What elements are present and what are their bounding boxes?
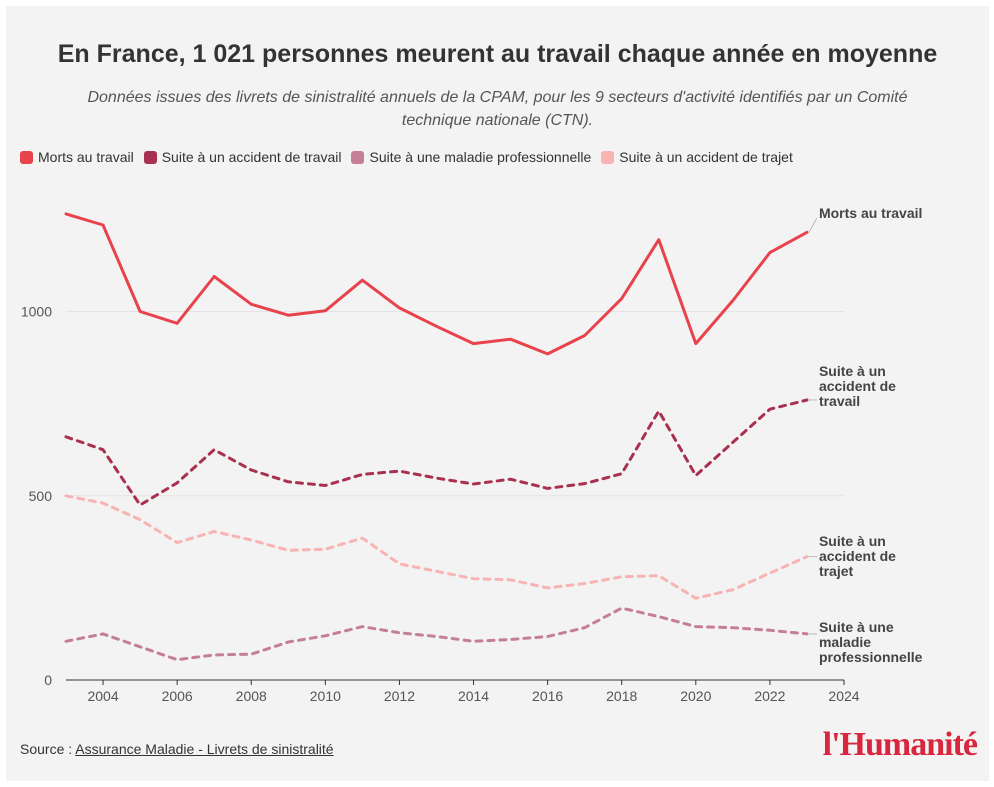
y-tick-label: 0 — [44, 672, 52, 688]
legend-swatch — [601, 150, 615, 164]
series-line — [64, 212, 809, 356]
legend-item-trajet[interactable]: Suite à un accident de trajet — [601, 149, 793, 165]
x-tick-label: 2004 — [87, 688, 118, 704]
x-tick-label: 2022 — [754, 688, 785, 704]
legend-swatch — [20, 150, 33, 164]
x-tick-label: 2020 — [680, 688, 711, 704]
legend-item-accident-travail[interactable]: Suite à un accident de travail — [143, 149, 342, 165]
chart-card: En France, 1 021 personnes meurent au tr… — [6, 6, 989, 781]
y-tick-label: 1000 — [21, 304, 52, 320]
x-tick-label: 2016 — [532, 688, 563, 704]
x-tick-label: 2010 — [310, 688, 341, 704]
end-labels: Morts au travail Suite à un accident de tra… — [808, 205, 923, 665]
legend-label: Suite à un accident de travail — [161, 149, 342, 165]
brand-logo: l'Humanité — [822, 726, 978, 763]
x-tick-label: 2014 — [458, 688, 489, 704]
x-tick-label: 2012 — [384, 688, 415, 704]
series-line — [64, 494, 809, 600]
x-tick-label: 2024 — [828, 688, 859, 704]
legend-label: Suite à un accident de trajet — [619, 149, 793, 165]
series-line — [64, 398, 809, 507]
grid — [66, 311, 844, 497]
x-tick-label: 2008 — [236, 688, 267, 704]
y-tick-label: 500 — [29, 488, 53, 504]
chart-subtitle: Données issues des livrets de sinistrali… — [87, 89, 908, 129]
legend-item-morts[interactable]: Morts au travail — [20, 149, 134, 165]
x-tick-label: 2006 — [162, 688, 193, 704]
label-connector — [808, 217, 818, 233]
series-end-label: Suite à un accident de trajet — [819, 533, 896, 579]
source-link[interactable]: Assurance Maladie - Livrets de sinistral… — [75, 741, 334, 757]
x-tick-label: 2018 — [606, 688, 637, 704]
source-prefix: Source : — [20, 741, 76, 757]
series-lines — [64, 212, 809, 662]
series-line — [64, 606, 809, 662]
line-chart: 0 500 1000 2004 2006 2008 2010 2012 2014 2016 2018… — [21, 205, 923, 704]
legend-label: Morts au travail — [38, 149, 134, 165]
legend-label: Suite à une maladie professionnelle — [369, 149, 592, 165]
legend-swatch — [143, 150, 157, 164]
chart-title: En France, 1 021 personnes meurent au tr… — [57, 40, 938, 68]
legend-swatch — [351, 150, 365, 164]
series-end-label: Suite à un accident de travail — [819, 363, 896, 409]
series-end-label: Suite à une maladie professionnelle — [819, 619, 923, 665]
legend-item-maladie[interactable]: Suite à une maladie professionnelle — [351, 149, 591, 165]
legend: Morts au travail Suite à un accident de … — [20, 146, 803, 168]
axes: 0 500 1000 2004 2006 2008 2010 2012 2014 2016 2018… — [21, 304, 860, 704]
source-note: Source : Assurance Maladie - Livrets de … — [20, 741, 334, 757]
series-end-label: Morts au travail — [819, 205, 922, 221]
